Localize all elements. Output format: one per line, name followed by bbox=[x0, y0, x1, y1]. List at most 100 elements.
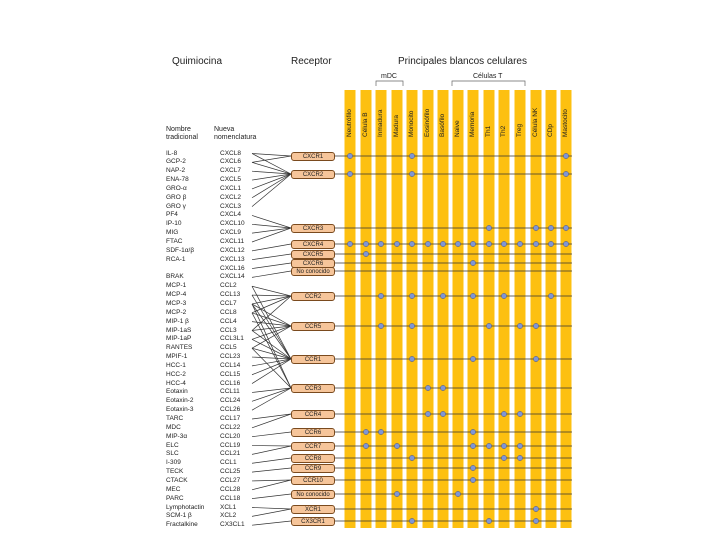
ligand-receptor-link bbox=[252, 509, 291, 516]
receptor-box: CCR10 bbox=[291, 476, 335, 485]
target-dot bbox=[533, 518, 538, 523]
target-dot bbox=[409, 323, 414, 328]
target-dot bbox=[563, 225, 568, 230]
receptor-box: CCR8 bbox=[291, 454, 335, 463]
target-dot bbox=[548, 241, 553, 246]
ligand-receptor-link bbox=[252, 244, 291, 251]
chemokine-traditional-name: MIP-1 β bbox=[166, 318, 189, 326]
chemokine-traditional-name: PF4 bbox=[166, 211, 178, 219]
chemokine-new-name: CX3CL1 bbox=[220, 521, 245, 529]
target-dot bbox=[378, 293, 383, 298]
chemokine-traditional-name: MCP-1 bbox=[166, 282, 186, 290]
ligand-receptor-link bbox=[252, 414, 291, 428]
target-dot bbox=[455, 241, 460, 246]
target-dot bbox=[363, 429, 368, 434]
ligand-receptor-link bbox=[252, 286, 291, 296]
receptor-box: No conocido bbox=[291, 490, 335, 499]
receptor-box: XCR1 bbox=[291, 505, 335, 514]
ligand-receptor-link bbox=[252, 254, 291, 260]
target-dot bbox=[378, 241, 383, 246]
cell-column-label: Célula B bbox=[362, 112, 369, 137]
chemokine-traditional-name: BRAK bbox=[166, 273, 184, 281]
ligand-receptor-link bbox=[252, 154, 291, 157]
receptor-box: CXCR4 bbox=[291, 240, 335, 249]
header-celulas-t: Células T bbox=[473, 73, 502, 81]
chemokine-traditional-name: MCP-4 bbox=[166, 291, 186, 299]
chemokine-new-name: CXCL7 bbox=[220, 167, 241, 175]
chemokine-new-name: CXCL12 bbox=[220, 247, 245, 255]
chemokine-new-name: CXCL4 bbox=[220, 211, 241, 219]
target-dot bbox=[533, 323, 538, 328]
target-dot bbox=[394, 443, 399, 448]
header-blancos: Principales blancos celulares bbox=[398, 56, 527, 67]
receptor-box: CXCR5 bbox=[291, 250, 335, 259]
target-dot bbox=[470, 293, 475, 298]
chemokine-new-name: CCL24 bbox=[220, 397, 240, 405]
cell-column-label: Neutrófilo bbox=[346, 109, 353, 137]
chemokine-traditional-name: Fractalkine bbox=[166, 521, 198, 529]
chemokine-new-name: CXCL3 bbox=[220, 203, 241, 211]
chemokine-new-name: CCL14 bbox=[220, 362, 240, 370]
bracket-mdc bbox=[376, 81, 403, 86]
target-dot bbox=[409, 153, 414, 158]
target-dot bbox=[470, 260, 475, 265]
receptor-box: CXCR1 bbox=[291, 152, 335, 161]
cell-column-label: Naive bbox=[454, 120, 461, 137]
target-dot bbox=[517, 443, 522, 448]
target-dot bbox=[363, 251, 368, 256]
chemokine-new-name: CXCL5 bbox=[220, 176, 241, 184]
target-dot bbox=[378, 323, 383, 328]
chemokine-traditional-name: TECK bbox=[166, 468, 183, 476]
chemokine-traditional-name: Eotaxin-3 bbox=[166, 406, 193, 414]
ligand-receptor-link bbox=[252, 271, 291, 277]
target-dot bbox=[533, 241, 538, 246]
chemokine-new-name: CCL19 bbox=[220, 442, 240, 450]
chemokine-new-name: CCL2 bbox=[220, 282, 237, 290]
target-dot bbox=[501, 443, 506, 448]
chemokine-new-name: XCL2 bbox=[220, 512, 236, 520]
receptor-box: CCR3 bbox=[291, 384, 335, 393]
chemokine-new-name: CCL16 bbox=[220, 380, 240, 388]
chemokine-receptor-diagram bbox=[0, 0, 720, 540]
ligand-receptor-link bbox=[252, 432, 291, 437]
chemokine-new-name: CCL11 bbox=[220, 388, 240, 396]
cell-column-label: Basófilo bbox=[439, 114, 446, 137]
cell-column-label: Mastocito bbox=[562, 109, 569, 137]
chemokine-new-name: CCL21 bbox=[220, 450, 240, 458]
header-nombre-tradicional: Nombre tradicional bbox=[166, 126, 198, 142]
target-dot bbox=[486, 518, 491, 523]
chemokine-new-name: CCL13 bbox=[220, 291, 240, 299]
chemokine-new-name: CCL27 bbox=[220, 477, 240, 485]
ligand-receptor-link bbox=[252, 508, 291, 510]
chemokine-traditional-name: I-309 bbox=[166, 459, 181, 467]
chemokine-traditional-name: SLC bbox=[166, 450, 179, 458]
target-dot bbox=[470, 443, 475, 448]
chemokine-new-name: CCL4 bbox=[220, 318, 237, 326]
target-dot bbox=[347, 153, 352, 158]
target-dot bbox=[363, 241, 368, 246]
cell-column-label: Inmadura bbox=[377, 110, 384, 137]
chemokine-traditional-name: MDC bbox=[166, 424, 181, 432]
chemokine-new-name: CCL3L1 bbox=[220, 335, 244, 343]
chemokine-traditional-name: SDF-1α/β bbox=[166, 247, 194, 255]
chemokine-traditional-name: Eotaxin-2 bbox=[166, 397, 193, 405]
chemokine-new-name: CXCL2 bbox=[220, 194, 241, 202]
target-dot bbox=[533, 225, 538, 230]
target-dot bbox=[548, 293, 553, 298]
ligand-receptor-link bbox=[252, 521, 291, 525]
cell-column-label: CDp bbox=[547, 124, 554, 137]
target-dot bbox=[347, 171, 352, 176]
receptor-box: CCR2 bbox=[291, 292, 335, 301]
chemokine-new-name: CCL15 bbox=[220, 371, 240, 379]
target-dot bbox=[363, 443, 368, 448]
receptor-box: CCR9 bbox=[291, 464, 335, 473]
target-dot bbox=[517, 323, 522, 328]
target-dot bbox=[470, 465, 475, 470]
cell-column-label: Th2 bbox=[500, 126, 507, 137]
chemokine-traditional-name: HCC-2 bbox=[166, 371, 186, 379]
target-dot bbox=[501, 241, 506, 246]
ligand-receptor-link bbox=[252, 228, 291, 242]
chemokine-traditional-name: RCA-1 bbox=[166, 256, 186, 264]
target-dot bbox=[486, 241, 491, 246]
target-dot bbox=[409, 455, 414, 460]
